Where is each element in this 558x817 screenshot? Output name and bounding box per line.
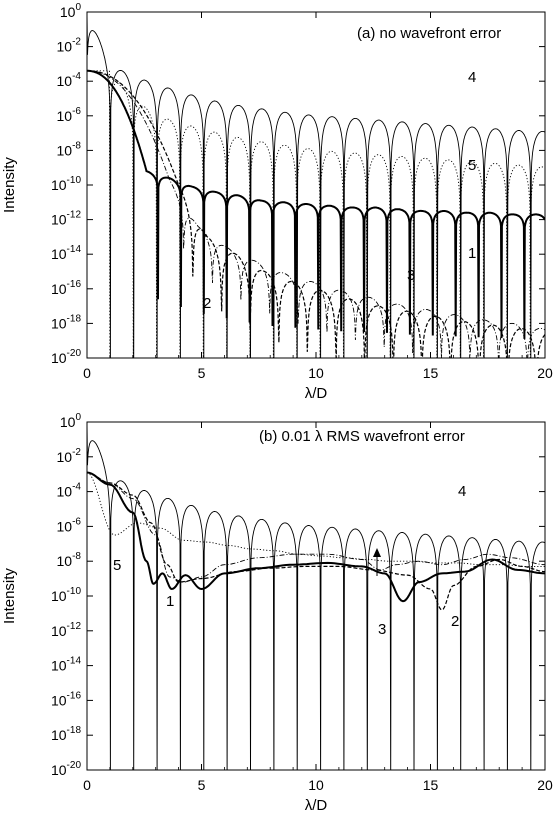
y-tick-label: 10-2 <box>57 447 82 465</box>
y-tick-label: 10-14 <box>51 656 81 674</box>
y-tick-label: 10-16 <box>51 279 81 297</box>
x-axis-title: λ/D <box>305 385 328 402</box>
curve-label-2: 2 <box>203 295 211 312</box>
y-tick-label: 100 <box>60 2 82 20</box>
curve-label-2: 2 <box>451 613 459 630</box>
x-tick-label: 0 <box>83 777 91 793</box>
plot-frame <box>86 421 546 771</box>
series-4-line <box>87 422 545 770</box>
curve-label-3: 3 <box>407 267 415 284</box>
panel-b: 0 5 10 15 2010010-210-410-610-810-1010-1210-… <box>1 412 553 814</box>
x-tick-label: 15 <box>423 365 439 381</box>
x-tick-label: 10 <box>308 365 324 381</box>
series-2-line <box>87 70 545 358</box>
x-tick-label: 5 <box>198 777 206 793</box>
panel-a: 0 5 10 15 2010010-210-410-610-810-1010-1210-… <box>1 2 553 402</box>
curve-label-5: 5 <box>468 157 476 174</box>
series-5-line <box>87 70 545 358</box>
panel-title: (b) 0.01 λ RMS wavefront error <box>259 428 465 445</box>
series-5-line <box>87 472 545 567</box>
y-tick-label: 10-18 <box>51 725 81 743</box>
curve-label-4: 4 <box>468 69 476 86</box>
y-tick-label: 10-4 <box>57 71 82 89</box>
y-tick-label: 10-10 <box>51 586 81 604</box>
y-axis-title: Intensity <box>1 157 18 213</box>
y-tick-label: 10-8 <box>57 140 82 158</box>
y-tick-label: 10-12 <box>51 210 81 228</box>
y-tick-label: 10-2 <box>57 37 82 55</box>
y-tick-label: 10-10 <box>51 175 81 193</box>
series-1-line <box>87 471 545 603</box>
series-3-line <box>87 70 545 358</box>
y-tick-label: 10-8 <box>57 551 82 569</box>
x-tick-label: 20 <box>537 365 553 381</box>
series-1-line <box>87 69 545 339</box>
curves <box>87 12 545 358</box>
x-tick-label: 20 <box>537 777 553 793</box>
x-axis-title: λ/D <box>305 797 328 814</box>
curve-label-3: 3 <box>378 621 386 638</box>
series-3-line <box>87 472 545 583</box>
y-tick-label: 10-6 <box>57 516 82 534</box>
y-tick-label: 10-18 <box>51 313 81 331</box>
y-tick-label: 10-20 <box>51 348 81 366</box>
arrow-head <box>373 548 381 557</box>
curve-label-1: 1 <box>166 593 174 610</box>
x-tick-label: 5 <box>198 365 206 381</box>
y-tick-label: 100 <box>60 412 82 430</box>
x-tick-label: 0 <box>83 365 91 381</box>
curve-label-1: 1 <box>468 245 476 262</box>
plot-frame <box>86 11 546 359</box>
curves <box>87 422 545 770</box>
y-axis-title: Intensity <box>1 568 18 624</box>
x-tick-label: 15 <box>423 777 439 793</box>
y-tick-label: 10-6 <box>57 106 82 124</box>
y-tick-label: 10-16 <box>51 690 81 708</box>
curve-label-5: 5 <box>113 557 121 574</box>
y-tick-label: 10-14 <box>51 244 81 262</box>
y-tick-label: 10-12 <box>51 621 81 639</box>
series-4-line <box>87 12 545 358</box>
panel-title: (a) no wavefront error <box>357 25 501 42</box>
y-tick-label: 10-20 <box>51 760 81 778</box>
series-2-line <box>87 471 545 611</box>
curve-label-4: 4 <box>458 483 466 500</box>
x-tick-label: 10 <box>308 777 324 793</box>
y-tick-label: 10-4 <box>57 482 82 500</box>
